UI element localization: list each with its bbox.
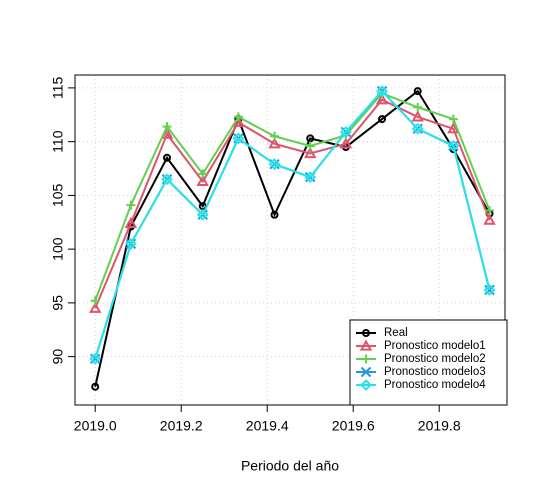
point	[362, 329, 370, 337]
x-tick-label: 2019.6	[332, 418, 375, 434]
point	[361, 354, 371, 364]
point	[378, 115, 387, 124]
point	[483, 284, 496, 296]
legend-label: Pronostico modelo1	[384, 340, 486, 352]
x-tick-label: 2019.0	[74, 418, 117, 434]
point	[359, 339, 373, 351]
series-line	[94, 92, 491, 302]
y-tick-label: 95	[50, 295, 66, 311]
point	[413, 87, 422, 96]
point	[124, 237, 137, 250]
point	[484, 284, 495, 296]
point	[126, 200, 136, 210]
legend-label: Pronostico modelo2	[384, 353, 486, 365]
point	[90, 296, 100, 306]
point	[124, 216, 138, 228]
x-tick-label: 2019.4	[246, 418, 289, 434]
series-line	[94, 89, 491, 360]
point	[411, 110, 424, 122]
x-axis-label: Periodo del año	[241, 458, 339, 474]
point	[162, 122, 172, 132]
point	[339, 137, 353, 149]
y-tick-label: 105	[50, 183, 66, 207]
x-tick-label: 2019.8	[418, 418, 461, 434]
y-tick-label: 100	[50, 237, 66, 261]
plot-frame	[74, 74, 506, 406]
point	[306, 134, 315, 143]
legend-label: Real	[384, 327, 408, 339]
point	[89, 352, 102, 365]
series-line	[94, 98, 491, 309]
point	[360, 379, 372, 391]
legend-label: Pronostico modelo4	[384, 379, 486, 391]
point	[268, 137, 281, 149]
point	[268, 158, 281, 171]
y-tick-label: 115	[50, 77, 66, 100]
point	[91, 382, 100, 391]
legend-label: Pronostico modelo3	[384, 366, 486, 378]
point	[448, 114, 458, 124]
series-line	[94, 89, 491, 360]
point	[360, 366, 372, 378]
point	[413, 102, 423, 112]
point	[485, 205, 495, 215]
point	[270, 210, 279, 219]
point	[233, 112, 243, 122]
point	[163, 153, 172, 162]
legend-box	[349, 319, 508, 406]
y-tick-label: 90	[50, 349, 66, 365]
point	[339, 126, 352, 138]
point	[376, 85, 388, 98]
point	[161, 173, 173, 186]
point	[447, 140, 460, 152]
point	[304, 171, 317, 184]
y-tick-label: 110	[50, 130, 66, 153]
point	[305, 141, 315, 151]
point	[196, 174, 209, 187]
point	[196, 208, 209, 221]
point	[198, 169, 208, 179]
point	[90, 353, 101, 364]
point	[447, 122, 460, 134]
point	[411, 122, 424, 135]
point	[89, 301, 102, 313]
point	[483, 213, 496, 225]
point	[304, 146, 317, 159]
point	[270, 131, 280, 141]
point	[232, 132, 245, 145]
series-line	[94, 89, 491, 387]
x-tick-label: 2019.2	[160, 418, 203, 434]
point	[375, 93, 389, 105]
